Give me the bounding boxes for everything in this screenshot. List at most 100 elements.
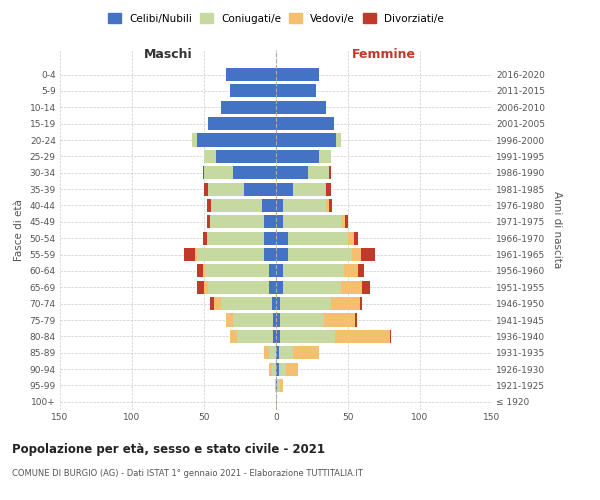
Bar — [276, 100, 326, 114]
Y-axis label: Fasce di età: Fasce di età — [14, 199, 24, 261]
Bar — [341, 280, 362, 294]
Bar — [390, 330, 391, 343]
Bar — [226, 314, 233, 326]
Bar — [196, 248, 197, 261]
Bar — [208, 280, 269, 294]
Bar — [355, 314, 356, 326]
Bar — [326, 182, 331, 196]
Bar — [205, 264, 269, 278]
Bar — [214, 297, 221, 310]
Bar — [358, 264, 364, 278]
Bar — [276, 330, 280, 343]
Bar — [197, 280, 204, 294]
Bar — [230, 84, 276, 98]
Bar — [337, 134, 341, 146]
Bar — [208, 182, 244, 196]
Bar — [276, 84, 316, 98]
Bar — [280, 379, 283, 392]
Bar — [280, 297, 331, 310]
Bar — [277, 379, 280, 392]
Text: Popolazione per età, sesso e stato civile - 2021: Popolazione per età, sesso e stato civil… — [12, 442, 325, 456]
Bar — [287, 232, 348, 244]
Bar — [269, 280, 276, 294]
Bar — [184, 248, 196, 261]
Bar — [286, 362, 298, 376]
Bar — [193, 134, 197, 146]
Bar — [221, 100, 276, 114]
Bar — [265, 216, 276, 228]
Bar — [203, 232, 207, 244]
Bar — [280, 330, 335, 343]
Bar — [272, 297, 276, 310]
Bar — [348, 232, 354, 244]
Bar — [273, 314, 276, 326]
Bar — [362, 280, 370, 294]
Text: Maschi: Maschi — [143, 48, 193, 62]
Bar — [276, 379, 277, 392]
Bar — [276, 182, 293, 196]
Bar — [197, 264, 203, 278]
Bar — [230, 330, 237, 343]
Bar — [204, 182, 208, 196]
Bar — [204, 280, 208, 294]
Bar — [210, 297, 214, 310]
Bar — [276, 297, 280, 310]
Bar — [359, 297, 362, 310]
Bar — [280, 314, 323, 326]
Bar — [331, 297, 359, 310]
Bar — [354, 232, 358, 244]
Bar — [210, 216, 265, 228]
Bar — [352, 248, 361, 261]
Text: COMUNE DI BURGIO (AG) - Dati ISTAT 1° gennaio 2021 - Elaborazione TUTTITALIA.IT: COMUNE DI BURGIO (AG) - Dati ISTAT 1° ge… — [12, 469, 363, 478]
Bar — [276, 68, 319, 81]
Bar — [308, 166, 329, 179]
Bar — [211, 199, 262, 212]
Bar — [276, 199, 283, 212]
Bar — [276, 264, 283, 278]
Bar — [204, 166, 233, 179]
Bar — [273, 330, 276, 343]
Bar — [197, 248, 265, 261]
Bar — [269, 346, 276, 360]
Bar — [279, 362, 286, 376]
Bar — [276, 166, 308, 179]
Bar — [276, 216, 283, 228]
Bar — [203, 166, 204, 179]
Bar — [276, 248, 287, 261]
Bar — [215, 150, 276, 163]
Bar — [237, 330, 273, 343]
Bar — [233, 166, 276, 179]
Bar — [276, 314, 280, 326]
Bar — [265, 346, 269, 360]
Bar — [207, 199, 211, 212]
Bar — [325, 182, 326, 196]
Bar — [345, 216, 348, 228]
Bar — [283, 199, 326, 212]
Bar — [208, 117, 276, 130]
Bar — [221, 297, 272, 310]
Bar — [226, 68, 276, 81]
Bar — [326, 199, 329, 212]
Bar — [275, 379, 276, 392]
Legend: Celibi/Nubili, Coniugati/e, Vedovi/e, Divorziati/e: Celibi/Nubili, Coniugati/e, Vedovi/e, Di… — [105, 10, 447, 26]
Bar — [276, 150, 319, 163]
Bar — [361, 248, 376, 261]
Y-axis label: Anni di nascita: Anni di nascita — [552, 192, 562, 268]
Bar — [283, 264, 344, 278]
Bar — [283, 280, 341, 294]
Bar — [276, 280, 283, 294]
Bar — [341, 216, 345, 228]
Bar — [269, 264, 276, 278]
Bar — [276, 346, 279, 360]
Bar — [276, 362, 279, 376]
Bar — [233, 314, 273, 326]
Bar — [204, 150, 215, 163]
Bar — [335, 330, 390, 343]
Bar — [276, 396, 277, 408]
Bar — [319, 150, 331, 163]
Bar — [287, 248, 352, 261]
Text: Femmine: Femmine — [352, 48, 416, 62]
Bar — [279, 346, 293, 360]
Bar — [244, 182, 276, 196]
Bar — [293, 346, 319, 360]
